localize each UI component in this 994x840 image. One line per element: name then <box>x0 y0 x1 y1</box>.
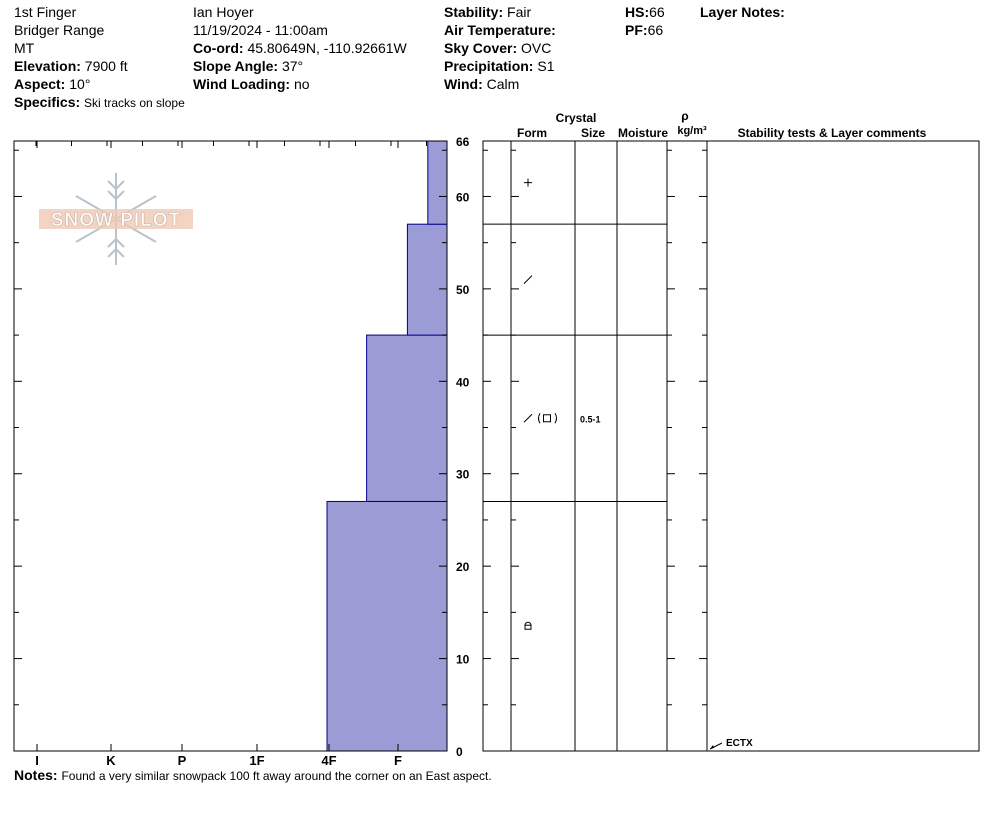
wind-value: Calm <box>486 76 520 92</box>
skycover-field: Sky Cover: OVC <box>444 39 551 57</box>
hardness-label-4F: 4F <box>321 753 336 768</box>
height-label: 40 <box>456 375 470 389</box>
observer-name: Ian Hoyer <box>193 4 254 20</box>
height-label: 50 <box>456 283 470 297</box>
precip-value: S1 <box>537 58 555 74</box>
hardness-bars <box>326 140 448 752</box>
stability-field: Stability: Fair <box>444 3 531 21</box>
height-label: 20 <box>456 560 470 574</box>
form-header: Form <box>517 126 547 140</box>
slope-label: Slope Angle: <box>193 58 279 74</box>
moisture-header: Moisture <box>618 126 668 140</box>
hardness-ticks: I K P 1F 4F F <box>35 141 427 768</box>
notes-label: Notes: <box>14 767 58 783</box>
specifics-label: Specifics: <box>14 94 81 110</box>
hardness-bar-2 <box>406 223 448 336</box>
parenthesis-icon <box>538 413 557 424</box>
coord-field: Co-ord: 45.80649N, -110.92661W <box>193 39 407 57</box>
logo-text: SNOW PILOT <box>51 210 181 231</box>
hs-value: 66 <box>649 4 665 20</box>
airtemp-label: Air Temperature: <box>444 22 556 38</box>
layer-notes-label: Layer Notes: <box>700 4 785 20</box>
aspect-label: Aspect: <box>14 76 66 92</box>
slope-field: Slope Angle: 37° <box>193 57 303 75</box>
grain-size-value: 0.5-1 <box>580 414 601 424</box>
rho-header: ρ <box>681 109 688 123</box>
density-unit-header: kg/m³ <box>677 125 707 137</box>
location-name: 1st Finger <box>14 4 77 20</box>
coord-label: Co-ord: <box>193 40 244 56</box>
hardness-bar-1 <box>366 334 448 502</box>
slash-icon <box>523 413 533 423</box>
facets-rounding-icon <box>523 413 557 424</box>
wind-field: Wind: Calm <box>444 75 519 93</box>
height-axis: 0 10 20 30 40 50 60 66 <box>14 135 470 759</box>
range-name: Bridger Range <box>14 22 105 38</box>
specifics-value: Ski tracks on slope <box>84 96 185 110</box>
logo-banner <box>39 209 193 229</box>
hardness-label-K: K <box>106 753 116 768</box>
hardness-bar-3 <box>427 140 448 225</box>
height-label: 60 <box>456 190 470 204</box>
elevation-label: Elevation: <box>14 58 81 74</box>
state-name: MT <box>14 40 35 56</box>
pf-label: PF: <box>625 22 648 38</box>
hardness-label-F: F <box>394 753 402 768</box>
observation-datetime: 11/19/2024 - 11:00am <box>193 22 328 38</box>
stability-test-label: ECTX <box>726 738 753 749</box>
decomposing-fragments-icon <box>523 275 533 284</box>
crystal-header: Crystal <box>556 111 597 125</box>
stability-tests: ECTX <box>709 738 753 750</box>
coord-value: 45.80649N, -110.92661W <box>247 40 407 56</box>
notes-field: Notes: Found a very similar snowpack 100… <box>14 766 492 785</box>
slope-value: 37° <box>281 58 304 74</box>
stability-label: Stability: <box>444 4 504 20</box>
windload-field: Wind Loading: no <box>193 75 310 93</box>
arc-icon <box>524 621 532 626</box>
hs-field: HS:66 <box>625 3 665 21</box>
layer-notes-field: Layer Notes: <box>700 3 785 21</box>
snowpilot-logo: SNOW PILOT <box>39 173 193 265</box>
hardness-chart-frame <box>13 140 448 752</box>
hardness-label-I: I <box>35 753 39 768</box>
airtemp-field: Air Temperature: <box>444 21 556 39</box>
table-frame <box>482 140 980 752</box>
hardness-bar-0 <box>326 500 448 752</box>
hardness-label-P: P <box>178 753 187 768</box>
elevation-field: Elevation: 7900 ft <box>14 57 128 75</box>
rounding-facets-icon <box>524 621 532 630</box>
aspect-value: 10° <box>69 76 91 92</box>
hs-label: HS: <box>625 4 650 20</box>
specifics-field: Specifics: Ski tracks on slope <box>14 93 185 112</box>
precip-field: Precipitation: S1 <box>444 57 554 75</box>
windload-value: no <box>293 76 310 92</box>
arrow-icon <box>710 745 714 749</box>
square-icon <box>543 414 551 423</box>
precip-label: Precipitation: <box>444 58 534 74</box>
table-ticks <box>483 149 707 752</box>
skycover-label: Sky Cover: <box>444 40 518 56</box>
hardness-label-1F: 1F <box>249 753 264 768</box>
stability-value: Fair <box>507 4 532 20</box>
square-icon <box>524 624 532 630</box>
pf-field: PF:66 <box>625 21 663 39</box>
height-label: 10 <box>456 653 470 667</box>
windload-label: Wind Loading: <box>193 76 291 92</box>
precipitation-particles-icon <box>524 178 532 187</box>
notes-text: Found a very similar snowpack 100 ft awa… <box>61 769 492 783</box>
aspect-field: Aspect: 10° <box>14 75 90 93</box>
size-header: Size <box>581 126 605 140</box>
skycover-value: OVC <box>521 40 552 56</box>
height-label: 66 <box>456 135 470 149</box>
elevation-value: 7900 ft <box>84 58 128 74</box>
pf-value: 66 <box>647 22 664 38</box>
stability-header: Stability tests & Layer comments <box>738 126 927 140</box>
layer-table: 0.5-1 <box>482 140 980 752</box>
height-label: 30 <box>456 468 470 482</box>
height-label: 0 <box>456 745 463 759</box>
wind-label: Wind: <box>444 76 483 92</box>
